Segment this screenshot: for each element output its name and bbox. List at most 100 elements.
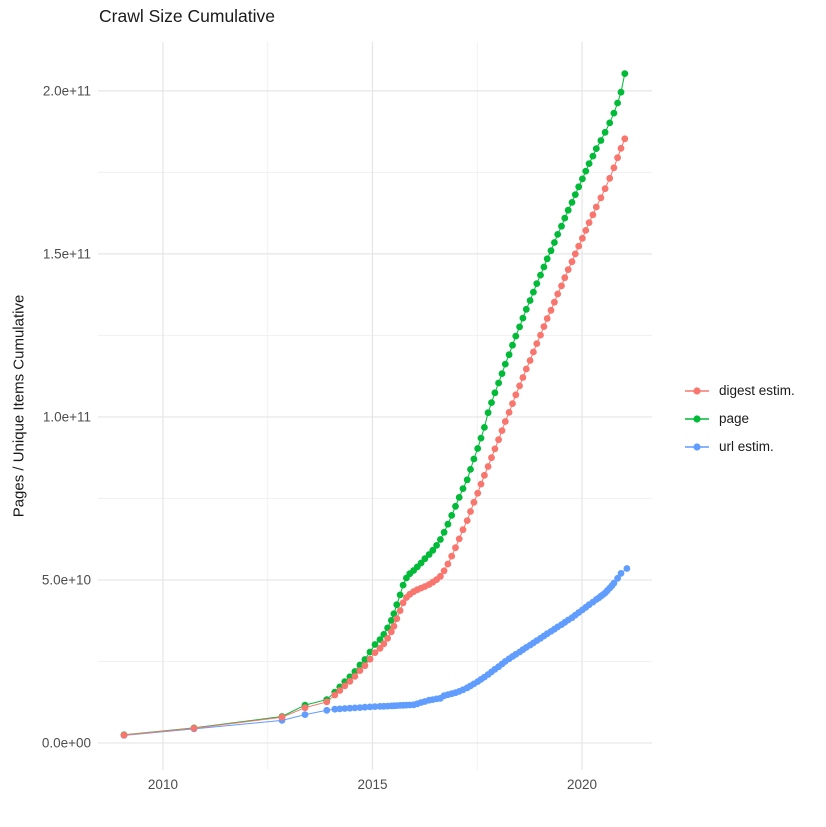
data-point	[512, 332, 520, 340]
data-point	[512, 391, 520, 399]
data-point	[509, 400, 516, 407]
data-point	[614, 99, 621, 107]
data-point	[396, 607, 404, 614]
data-point	[278, 713, 286, 721]
data-point	[589, 211, 597, 219]
data-point	[540, 263, 548, 271]
data-point	[554, 231, 562, 238]
data-point	[617, 88, 625, 96]
data-point	[437, 536, 444, 543]
data-point	[537, 271, 544, 279]
data-point	[491, 389, 499, 397]
data-point	[301, 711, 309, 718]
data-point	[429, 546, 437, 554]
legend-item-url-estim: url estim.	[684, 437, 795, 456]
data-point	[459, 526, 467, 534]
data-point	[336, 705, 344, 713]
data-point	[606, 119, 614, 127]
data-point	[452, 502, 459, 510]
data-point	[522, 365, 530, 373]
y-axis-title: Pages / Unique Items Cumulative	[10, 294, 28, 518]
data-point	[331, 705, 339, 713]
data-point	[399, 599, 407, 607]
data-point	[361, 662, 369, 670]
data-point	[579, 234, 586, 242]
data-point	[484, 463, 492, 470]
data-point	[597, 194, 605, 202]
data-point	[323, 698, 331, 706]
data-point	[614, 574, 621, 582]
data-point	[376, 645, 384, 652]
data-point	[371, 703, 379, 710]
data-point	[346, 677, 354, 685]
data-point	[522, 305, 530, 313]
data-point	[526, 297, 534, 304]
data-point	[592, 203, 600, 211]
legend: digest estim. page url estim.	[684, 381, 795, 456]
data-point	[537, 331, 544, 339]
y-tick-label: 0.0e+00	[42, 735, 91, 750]
data-point	[575, 183, 583, 191]
data-point	[421, 555, 429, 563]
data-point	[351, 704, 359, 712]
data-point	[390, 622, 398, 630]
data-point	[463, 517, 471, 524]
data-point	[585, 160, 593, 168]
data-point	[547, 247, 555, 255]
legend-key-digest-estim	[685, 386, 709, 395]
axis-tick-labels: 0.0e+00 5.0e+10 1.0e+11 1.5e+11 2.0e+11 2010 2…	[42, 83, 597, 792]
data-point	[571, 250, 579, 258]
data-point	[384, 634, 391, 642]
data-point	[346, 704, 354, 712]
data-point	[361, 703, 369, 711]
data-point	[484, 409, 492, 417]
data-point	[617, 144, 625, 152]
data-point	[530, 348, 537, 356]
data-point	[505, 351, 513, 359]
data-point	[564, 266, 572, 273]
data-point	[336, 687, 344, 694]
data-point	[440, 528, 448, 536]
data-point	[387, 617, 395, 624]
data-point	[399, 581, 407, 589]
data-point	[371, 649, 379, 656]
data-point	[597, 137, 605, 144]
data-point	[601, 128, 609, 136]
legend-item-digest-estim: digest estim.	[684, 381, 795, 400]
data-point	[366, 655, 374, 663]
gridlines-minor	[98, 42, 652, 770]
data-point	[366, 648, 374, 656]
legend-item-page: page	[684, 409, 795, 428]
data-point	[582, 227, 590, 234]
data-point	[558, 282, 565, 290]
data-point	[568, 258, 576, 266]
data-point	[526, 357, 534, 364]
data-point	[543, 315, 551, 322]
data-point	[481, 471, 488, 479]
data-point	[575, 242, 583, 250]
data-point	[561, 274, 569, 282]
data-point	[437, 572, 444, 580]
data-point	[488, 399, 495, 406]
data-point	[498, 370, 506, 377]
data-point	[519, 374, 527, 381]
data-point	[463, 476, 471, 484]
data-point	[610, 164, 618, 172]
data-point	[393, 601, 401, 609]
data-point	[190, 724, 198, 732]
data-point	[621, 135, 629, 143]
legend-label-url-estim: url estim.	[719, 439, 774, 454]
data-point	[390, 610, 398, 618]
data-point	[474, 489, 482, 497]
data-point	[495, 379, 502, 387]
data-point	[491, 445, 499, 453]
data-point	[366, 703, 374, 711]
data-point	[547, 306, 555, 314]
series-digest-estim	[120, 135, 629, 739]
data-point	[341, 705, 349, 712]
data-point	[467, 508, 474, 515]
data-point	[467, 466, 474, 473]
data-point	[448, 512, 456, 519]
y-tick-label: 1.5e+11	[43, 246, 91, 261]
